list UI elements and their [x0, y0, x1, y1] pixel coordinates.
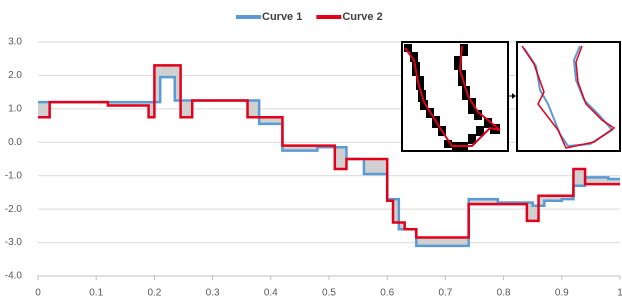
- x-tick-label: 0.9: [555, 288, 569, 299]
- x-tick-label: 0.8: [497, 288, 511, 299]
- y-tick-label: 3.0: [8, 37, 22, 48]
- y-tick-label: -1.0: [5, 170, 23, 181]
- x-tick-label: 0.5: [322, 288, 336, 299]
- x-tick-label: 1: [617, 288, 622, 299]
- fill-between: [160, 65, 175, 77]
- y-tick-label: 0.0: [8, 137, 22, 148]
- fill-between: [38, 102, 50, 117]
- y-tick-label: -3.0: [5, 237, 23, 248]
- fill-between: [181, 101, 193, 118]
- fill-between: [364, 159, 387, 174]
- chart: -4.0 -3.0 -2.0 -1.0 0.0 1.0 2.0 3.0 0 0.1 0.2 0.3 0.…: [0, 0, 622, 302]
- x-tick-label: 0.6: [380, 288, 394, 299]
- x-tick-label: 0.1: [89, 288, 103, 299]
- x-tick-label: 0: [35, 288, 41, 299]
- fill-between: [248, 101, 260, 118]
- fill-between: [335, 147, 347, 169]
- y-tick-label: 1.0: [8, 103, 22, 114]
- x-tick-label: 0.3: [206, 288, 220, 299]
- fill-between: [573, 169, 585, 186]
- y-tick-label: 2.0: [8, 70, 22, 81]
- inset: [402, 42, 620, 151]
- x-tick-label: 0.7: [438, 288, 452, 299]
- legend-label: Curve 1: [262, 11, 302, 23]
- y-tick-label: -2.0: [5, 204, 23, 215]
- fill-between: [416, 238, 468, 246]
- y-tick-label: -4.0: [5, 271, 23, 282]
- x-tick-label: 0.4: [264, 288, 278, 299]
- x-tick-label: 0.2: [147, 288, 161, 299]
- inset-arrow-head: [512, 93, 516, 99]
- legend-label: Curve 2: [342, 11, 382, 23]
